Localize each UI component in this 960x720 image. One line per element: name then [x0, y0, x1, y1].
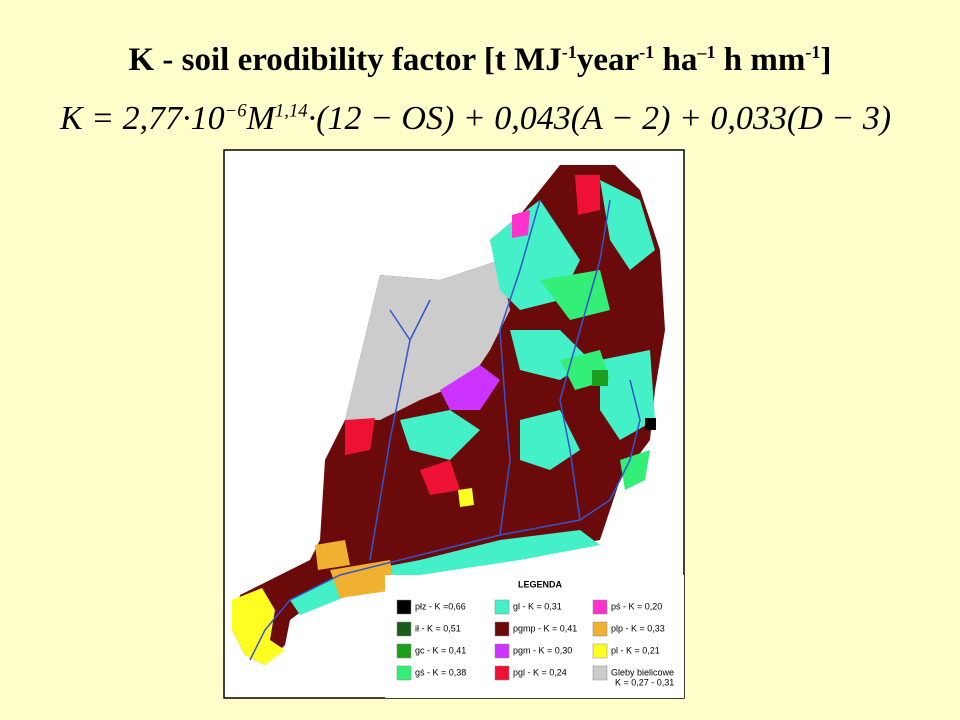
title-part: ha	[654, 42, 698, 78]
legend-label: pgmp - K = 0,41	[513, 623, 577, 633]
legend-swatch	[592, 621, 608, 637]
title-part: –1	[697, 42, 716, 62]
legend-label: plp - K = 0,33	[611, 623, 665, 633]
legend-label: Gleby bielicowe	[611, 667, 674, 677]
legend-swatch	[396, 599, 412, 615]
legend-swatch	[494, 643, 510, 659]
legend-label: ił - K = 0,51	[415, 623, 461, 633]
legend-label: pś - K = 0,20	[611, 601, 662, 611]
formula-part: −6	[224, 100, 247, 122]
legend-title: LEGENDA	[518, 579, 563, 589]
title-part: -1	[561, 42, 577, 62]
legend-label: płz - K =0,66	[415, 601, 466, 611]
legend-box	[385, 575, 684, 698]
title-part: K - soil erodibility factor [t MJ	[128, 42, 562, 78]
legend-swatch	[592, 643, 608, 659]
title-part: year	[576, 42, 640, 78]
legend-swatch	[592, 599, 608, 615]
legend-label: gś - K = 0,38	[415, 667, 466, 677]
legend-label: K = 0,27 - 0,31	[615, 677, 674, 687]
basin	[232, 165, 665, 665]
legend-swatch	[396, 621, 412, 637]
legend-swatch	[592, 665, 608, 681]
title-part: h mm	[715, 42, 806, 78]
legend-swatch	[494, 599, 510, 615]
slide-title: K - soil erodibility factor [t MJ-1year-…	[0, 42, 960, 79]
formula-part: ·(12 − OS) + 0,043(A − 2) + 0,033(D − 3)	[307, 100, 892, 137]
legend-label: pl - K = 0,21	[611, 645, 660, 655]
legend-swatch	[396, 665, 412, 681]
legend-label: gl - K = 0,31	[513, 601, 562, 611]
formula-part: M	[246, 100, 275, 137]
formula-part: 1,14	[274, 100, 308, 122]
legend-label: pgl - K = 0,24	[513, 667, 567, 677]
title-part: -1	[805, 42, 821, 62]
title-part: -1	[639, 42, 655, 62]
rivers	[249, 199, 641, 661]
formula: K = 2,77·10−6M1,14·(12 − OS) + 0,043(A −…	[60, 100, 940, 138]
formula-part: K = 2,77·10	[60, 100, 225, 137]
title-part: ]	[820, 42, 832, 78]
legend-swatch	[396, 643, 412, 659]
legend-swatch	[494, 665, 510, 681]
legend-label: pgm - K = 0,30	[513, 645, 572, 655]
legend-label: gc - K = 0,41	[415, 645, 466, 655]
legend-swatch	[494, 621, 510, 637]
